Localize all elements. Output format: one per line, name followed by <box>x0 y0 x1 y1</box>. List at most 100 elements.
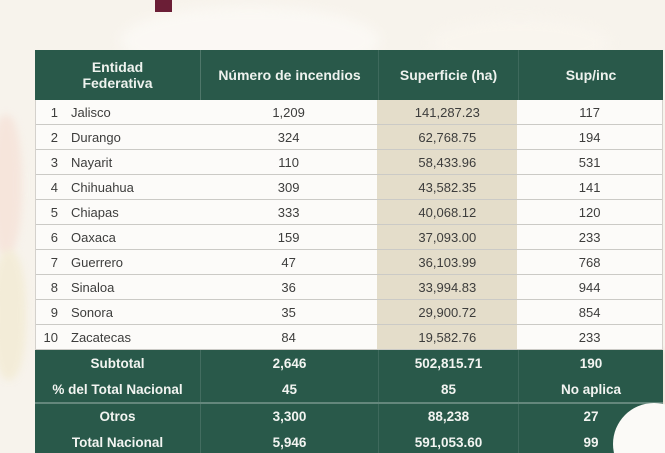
superficie-cell: 29,900.72 <box>377 300 518 324</box>
table-row: 6 Oaxaca 159 37,093.00 233 <box>36 225 662 250</box>
rank-value: 10 <box>43 329 58 345</box>
state-cell: 9 Sonora <box>36 300 200 324</box>
rank-value: 7 <box>50 254 58 270</box>
table-row: 10 Zacatecas 84 19,582.76 233 <box>36 325 662 350</box>
table-body: 1 Jalisco 1,209 141,287.23 117 2 Durango 3… <box>35 100 663 350</box>
table-row: 7 Guerrero 47 36,103.99 768 <box>36 250 662 275</box>
rank-value: 8 <box>50 279 58 295</box>
summary-label: % del Total Nacional <box>52 381 183 397</box>
incendios-cell: 84 <box>281 329 296 345</box>
table-header-row: Entidad Federativa Número de incendios S… <box>35 50 663 100</box>
supinc-cell: 117 <box>579 104 600 120</box>
summary-supinc: 27 <box>518 404 663 429</box>
summary-supinc: 99 <box>518 429 663 453</box>
state-cell: 5 Chiapas <box>36 200 200 224</box>
state-cell: 7 Guerrero <box>36 250 200 274</box>
state-name: Sonora <box>71 304 113 320</box>
table-row: 3 Nayarit 110 58,433.96 531 <box>36 150 662 175</box>
state-name: Oaxaca <box>71 229 116 245</box>
incendios-cell: 333 <box>277 204 300 220</box>
superficie-cell: 141,287.23 <box>377 100 518 124</box>
incendios-cell: 35 <box>281 304 296 320</box>
summary-incendios: 2,646 <box>200 350 378 376</box>
superficie-cell: 43,582.35 <box>377 175 518 199</box>
supinc-cell: 233 <box>578 329 601 345</box>
summary-row-total-nacional: Total Nacional 5,946 591,053.60 99 <box>35 429 663 453</box>
superficie-cell: 36,103.99 <box>377 250 518 274</box>
summary-supinc: 190 <box>518 350 663 376</box>
watermark-swirl <box>0 250 26 380</box>
state-name: Zacatecas <box>71 329 131 345</box>
summary-superficie: 88,238 <box>378 404 518 429</box>
rank-value: 1 <box>50 104 58 120</box>
rank-value: 6 <box>50 229 58 245</box>
superficie-cell: 58,433.96 <box>377 150 518 174</box>
incendios-cell: 36 <box>281 279 296 295</box>
wildfire-statistics-table: Entidad Federativa Número de incendios S… <box>35 50 663 453</box>
table-row: 4 Chihuahua 309 43,582.35 141 <box>36 175 662 200</box>
state-name: Durango <box>71 129 121 145</box>
summary-incendios: 5,946 <box>200 429 378 453</box>
supinc-cell: 233 <box>578 229 601 245</box>
superficie-cell: 33,994.83 <box>377 275 518 299</box>
supinc-cell: 854 <box>578 304 601 320</box>
state-name: Jalisco <box>71 104 111 120</box>
rank-value: 3 <box>50 154 58 170</box>
column-header-supinc: Sup/inc <box>518 50 663 100</box>
summary-label: Otros <box>99 409 136 424</box>
supinc-cell: 531 <box>578 154 601 170</box>
column-header-incendios: Número de incendios <box>200 50 378 100</box>
column-header-supinc-label: Sup/inc <box>565 66 617 83</box>
watermark-swirl <box>0 115 22 255</box>
state-name: Chihuahua <box>71 179 134 195</box>
state-cell: 2 Durango <box>36 125 200 149</box>
superficie-cell: 40,068.12 <box>377 200 518 224</box>
summary-supinc: No aplica <box>518 376 663 402</box>
summary-row-percent-total: % del Total Nacional 45 85 No aplica <box>35 376 663 402</box>
table-row: 5 Chiapas 333 40,068.12 120 <box>36 200 662 225</box>
incendios-cell: 1,209 <box>272 104 305 120</box>
state-cell: 4 Chihuahua <box>36 175 200 199</box>
supinc-cell: 768 <box>578 254 601 270</box>
incendios-cell: 47 <box>281 254 296 270</box>
rank-value: 4 <box>50 179 58 195</box>
table-row: 9 Sonora 35 29,900.72 854 <box>36 300 662 325</box>
summary-superficie: 502,815.71 <box>378 350 518 376</box>
state-cell: 1 Jalisco <box>36 100 200 124</box>
state-name: Sinaloa <box>71 279 115 295</box>
column-header-entidad-label: Entidad Federativa <box>82 58 153 91</box>
column-header-superficie-label: Superficie (ha) <box>399 66 498 83</box>
table-row: 2 Durango 324 62,768.75 194 <box>36 125 662 150</box>
summary-superficie: 591,053.60 <box>378 429 518 453</box>
state-cell: 10 Zacatecas <box>36 325 200 349</box>
table-row: 8 Sinaloa 36 33,994.83 944 <box>36 275 662 300</box>
table-summary: Subtotal 2,646 502,815.71 190 % del Tota… <box>35 350 663 453</box>
summary-incendios: 3,300 <box>200 404 378 429</box>
supinc-cell: 141 <box>578 179 601 195</box>
superficie-cell: 37,093.00 <box>377 225 518 249</box>
rank-value: 9 <box>50 304 58 320</box>
summary-label: Total Nacional <box>71 434 164 450</box>
rank-value: 2 <box>50 129 58 145</box>
summary-label: Subtotal <box>90 355 145 371</box>
summary-superficie: 85 <box>378 376 518 402</box>
column-header-superficie: Superficie (ha) <box>378 50 518 100</box>
supinc-cell: 194 <box>578 129 601 145</box>
state-name: Chiapas <box>71 204 119 220</box>
summary-row-subtotal: Subtotal 2,646 502,815.71 190 <box>35 350 663 376</box>
summary-row-otros: Otros 3,300 88,238 27 <box>35 402 663 429</box>
summary-incendios: 45 <box>200 376 378 402</box>
supinc-cell: 120 <box>578 204 601 220</box>
rank-value: 5 <box>50 204 58 220</box>
state-cell: 6 Oaxaca <box>36 225 200 249</box>
supinc-cell: 944 <box>578 279 601 295</box>
state-name: Nayarit <box>71 154 113 170</box>
state-cell: 3 Nayarit <box>36 150 200 174</box>
column-header-incendios-label: Número de incendios <box>218 66 361 83</box>
superficie-cell: 62,768.75 <box>377 125 518 149</box>
column-header-entidad: Entidad Federativa <box>35 50 200 100</box>
incendios-cell: 324 <box>277 129 300 145</box>
incendios-cell: 309 <box>277 179 300 195</box>
superficie-cell: 19,582.76 <box>377 325 518 349</box>
